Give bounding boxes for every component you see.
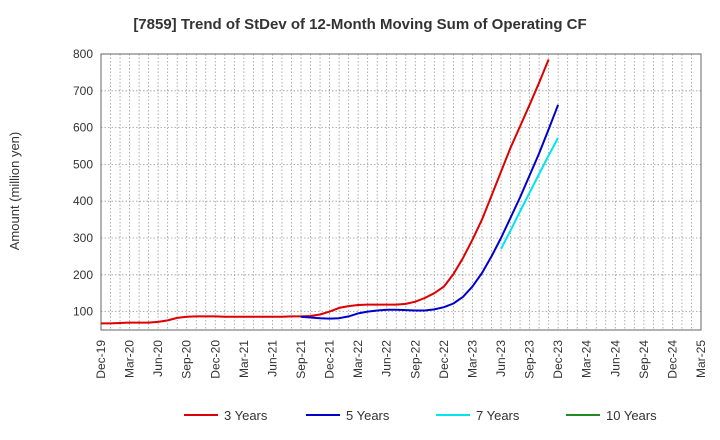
y-tick-label: 500 [73,157,93,171]
x-tick-label: Mar-24 [580,340,594,378]
series-line-5-years [300,104,560,320]
x-tick-label: Jun-21 [265,340,279,377]
x-tick-label: Mar-23 [465,340,479,378]
x-tick-label: Dec-23 [551,340,565,379]
y-tick-label: 400 [73,194,93,208]
plot-frame [100,53,702,331]
x-tick-label: Mar-22 [351,340,365,378]
x-tick-label: Jun-24 [608,340,622,377]
x-tick-label: Jun-22 [380,340,394,377]
legend: 3 Years 5 Years 7 Years 10 Years [184,408,657,423]
x-tick-label: Dec-22 [437,340,451,379]
x-tick-label: Mar-25 [694,340,708,378]
x-tick-label: Dec-20 [208,340,222,379]
x-tick-label: Sep-24 [637,340,651,379]
x-tick-label: Mar-21 [237,340,251,378]
y-tick-label: 100 [73,305,93,319]
x-tick-label: Sep-22 [408,340,422,379]
x-tick-label: Mar-20 [123,340,137,378]
x-tick-label: Sep-23 [523,340,537,379]
y-tick-label: 300 [73,231,93,245]
series-line-3-years [101,59,550,325]
legend-label: 7 Years [476,408,520,423]
x-tick-label: Jun-23 [494,340,508,377]
x-tick-label: Dec-24 [665,340,679,379]
x-tick-label: Jun-20 [151,340,165,377]
y-axis-label: Amount (million yen) [7,132,22,251]
legend-label: 3 Years [224,408,268,423]
x-tick-label: Sep-20 [180,340,194,379]
x-tick-label: Dec-21 [323,340,337,379]
y-tick-label: 600 [73,121,93,135]
x-tick-label: Sep-21 [294,340,308,379]
x-tick-label: Dec-19 [94,340,108,379]
y-tick-label: 800 [73,47,93,61]
chart-title: [7859] Trend of StDev of 12-Month Moving… [133,16,586,33]
legend-label: 5 Years [346,408,390,423]
series-line-7-years [500,137,559,250]
legend-label: 10 Years [606,408,657,423]
y-tick-label: 700 [73,84,93,98]
plot-area: 100 200 300 400 500 600 700 800 Dec-19 Mar-20 Jun-… [73,47,708,379]
y-tick-label: 200 [73,268,93,282]
